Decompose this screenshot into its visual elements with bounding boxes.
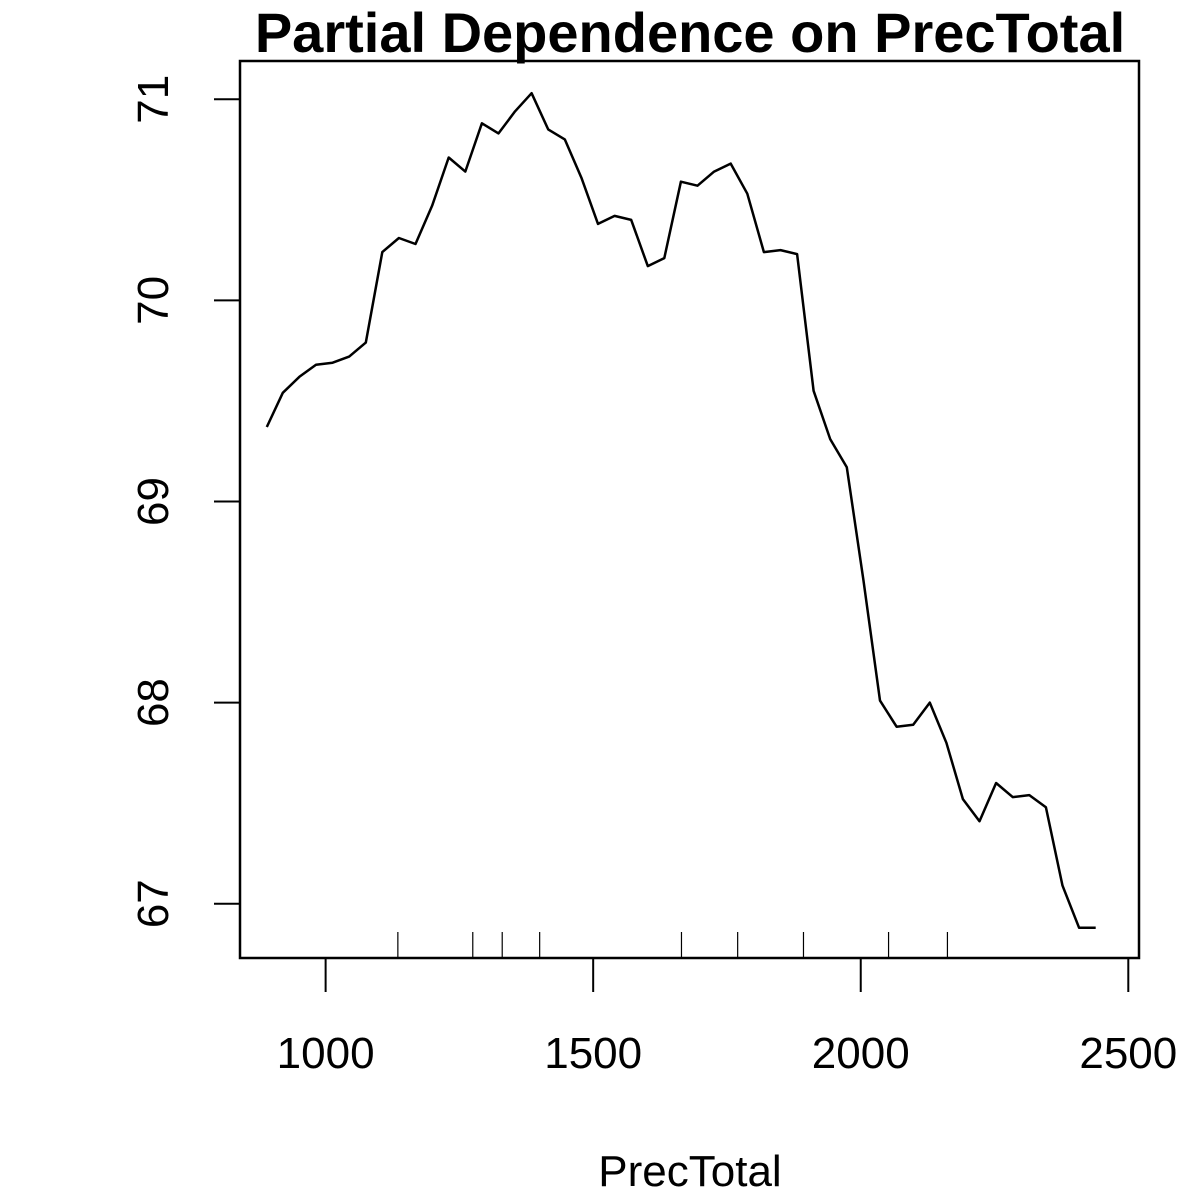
x-tick-label: 2000 <box>812 1029 910 1078</box>
partial-dependence-line <box>265 91 1096 930</box>
rug-marks <box>397 932 949 958</box>
chart-title: Partial Dependence on PrecTotal <box>255 1 1125 64</box>
x-axis-title: PrecTotal <box>598 1147 781 1196</box>
y-tick-label: 71 <box>129 75 178 124</box>
y-tick-label: 68 <box>129 678 178 727</box>
y-tick-label: 69 <box>129 477 178 526</box>
y-tick-label: 67 <box>129 879 178 928</box>
x-axis: 1000 1500 2000 2500 <box>277 957 1177 1078</box>
y-tick-label: 70 <box>129 276 178 325</box>
x-tick-label: 1000 <box>277 1029 375 1078</box>
x-tick-label: 2500 <box>1079 1029 1177 1078</box>
y-axis: 67 68 69 70 71 <box>129 75 241 928</box>
plot-frame <box>238 59 1141 960</box>
x-tick-label: 1500 <box>544 1029 642 1078</box>
